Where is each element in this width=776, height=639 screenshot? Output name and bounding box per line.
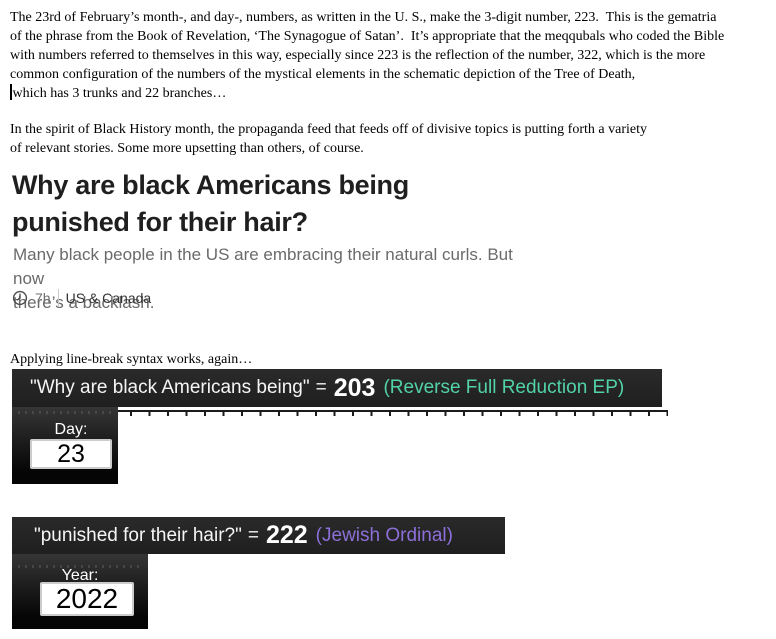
gematria-phrase-1: "Why are black Americans being" [30, 377, 310, 398]
clock-icon [12, 290, 28, 306]
day-box: Day: [12, 407, 118, 484]
cipher-name-1[interactable]: (Reverse Full Reduction EP) [383, 377, 625, 398]
gematria-value-1: 203 [333, 373, 376, 402]
article-meta: 7h US & Canada [12, 288, 151, 308]
article-summary: Many black people in the US are embracin… [13, 245, 513, 312]
article-headline[interactable]: Why are black Americans being punished f… [12, 170, 409, 237]
year-input[interactable] [40, 582, 134, 616]
day-input[interactable] [30, 439, 112, 469]
text-cursor [10, 84, 12, 100]
intro-paragraph-text: The 23rd of February’s month-, and day-,… [10, 10, 728, 82]
linebreak-note: Applying line-break syntax works, again… [10, 352, 253, 367]
cipher-name-2[interactable]: (Jewish Ordinal) [315, 524, 453, 546]
ruler-rail [19, 410, 668, 412]
second-paragraph: In the spirit of Black History month, th… [10, 122, 647, 156]
timestamp: 7h [35, 290, 51, 306]
equals-sign: = [247, 524, 259, 546]
gematria-value-2: 222 [265, 521, 308, 549]
gematria-result-2[interactable]: "punished for their hair?" = 222 (Jewish… [12, 517, 505, 554]
meta-divider [57, 289, 59, 307]
intro-last-line: which has 3 trunks and 22 branches… [12, 86, 227, 101]
gematria-phrase-2: "punished for their hair?" [34, 524, 242, 546]
ruler-ticks [19, 412, 668, 416]
breakdown-ruler [19, 410, 668, 416]
equals-sign: = [315, 377, 327, 398]
section-link[interactable]: US & Canada [65, 290, 152, 306]
tick-marks [18, 411, 114, 414]
gematria-result-1[interactable]: "Why are black Americans being" = 203 (R… [12, 369, 662, 407]
tick-marks [18, 565, 144, 568]
day-label: Day: [54, 421, 88, 438]
intro-paragraph: The 23rd of February’s month-, and day-,… [10, 8, 726, 103]
year-label: Year: [61, 567, 99, 584]
year-box: Year: [12, 554, 148, 629]
